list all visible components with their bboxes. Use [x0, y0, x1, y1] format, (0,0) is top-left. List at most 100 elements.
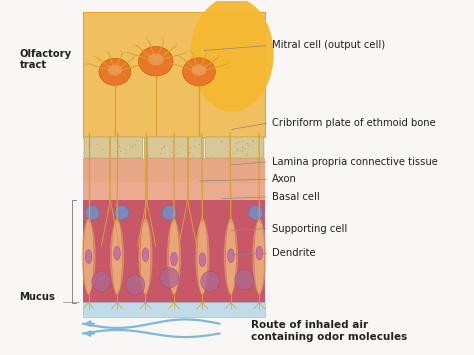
Ellipse shape: [162, 205, 177, 220]
Bar: [83, 200, 265, 302]
Point: [185, 149, 193, 155]
FancyBboxPatch shape: [205, 137, 264, 158]
Ellipse shape: [197, 218, 208, 295]
Point: [238, 147, 246, 153]
Ellipse shape: [143, 229, 148, 284]
Point: [235, 139, 242, 144]
Ellipse shape: [92, 271, 111, 291]
Point: [224, 148, 231, 154]
Point: [167, 149, 175, 154]
Point: [132, 137, 139, 143]
Ellipse shape: [228, 229, 233, 284]
Ellipse shape: [148, 54, 164, 66]
Point: [208, 152, 216, 158]
Ellipse shape: [255, 225, 264, 288]
Ellipse shape: [199, 253, 206, 267]
Ellipse shape: [201, 271, 220, 291]
Point: [231, 141, 239, 146]
Ellipse shape: [170, 225, 178, 288]
Point: [233, 146, 241, 152]
Point: [191, 137, 198, 142]
Point: [121, 151, 129, 156]
Point: [86, 152, 93, 158]
Ellipse shape: [140, 218, 151, 295]
Ellipse shape: [84, 225, 93, 288]
Text: Mitral cell (output cell): Mitral cell (output cell): [272, 40, 385, 50]
Bar: [83, 184, 265, 200]
Text: Route of inhaled air
containing odor molecules: Route of inhaled air containing odor mol…: [251, 320, 408, 342]
Ellipse shape: [225, 222, 237, 291]
Point: [112, 148, 119, 153]
Point: [115, 143, 123, 148]
Point: [84, 142, 91, 148]
Bar: [83, 12, 265, 137]
Text: Cribriform plate of ethmoid bone: Cribriform plate of ethmoid bone: [272, 118, 435, 128]
Ellipse shape: [191, 64, 206, 76]
Text: Lamina propria connective tissue: Lamina propria connective tissue: [272, 157, 438, 166]
Ellipse shape: [257, 229, 262, 284]
Ellipse shape: [191, 0, 273, 110]
Ellipse shape: [160, 268, 179, 288]
Ellipse shape: [126, 275, 145, 295]
Point: [169, 138, 176, 144]
Ellipse shape: [168, 222, 180, 291]
Point: [121, 147, 129, 152]
Point: [243, 150, 251, 156]
Point: [184, 149, 192, 155]
Ellipse shape: [196, 222, 209, 291]
Point: [112, 137, 119, 142]
Point: [131, 142, 138, 148]
Ellipse shape: [200, 229, 205, 284]
Point: [238, 144, 246, 149]
Ellipse shape: [112, 218, 122, 295]
Point: [187, 144, 194, 150]
Point: [98, 146, 105, 152]
Point: [241, 145, 249, 151]
Ellipse shape: [108, 65, 122, 76]
Point: [249, 138, 257, 144]
Ellipse shape: [256, 246, 263, 260]
Text: Dendrite: Dendrite: [272, 248, 315, 258]
Ellipse shape: [82, 222, 95, 291]
Ellipse shape: [169, 218, 179, 295]
Ellipse shape: [142, 248, 149, 262]
FancyBboxPatch shape: [84, 137, 143, 158]
Text: Supporting cell: Supporting cell: [272, 224, 347, 234]
Ellipse shape: [254, 218, 265, 295]
Point: [190, 152, 197, 158]
Point: [229, 150, 237, 156]
Point: [128, 142, 136, 147]
Point: [93, 141, 100, 147]
Ellipse shape: [83, 218, 94, 295]
Point: [85, 151, 92, 157]
Ellipse shape: [182, 58, 215, 86]
Text: Olfactory
tract: Olfactory tract: [19, 49, 72, 70]
Point: [86, 147, 93, 152]
Ellipse shape: [99, 58, 131, 86]
Point: [156, 150, 164, 156]
Ellipse shape: [139, 222, 152, 291]
Bar: [83, 302, 265, 317]
Point: [185, 145, 193, 151]
Point: [117, 148, 124, 154]
Point: [196, 142, 203, 147]
Point: [243, 141, 250, 146]
Ellipse shape: [115, 229, 119, 284]
Point: [126, 142, 134, 147]
Ellipse shape: [253, 222, 266, 291]
Ellipse shape: [111, 222, 123, 291]
Point: [159, 144, 166, 150]
Point: [248, 137, 255, 143]
Point: [226, 137, 233, 143]
Ellipse shape: [228, 249, 234, 263]
Point: [160, 143, 168, 148]
Point: [145, 152, 152, 158]
Ellipse shape: [114, 246, 120, 260]
Ellipse shape: [171, 252, 177, 266]
Point: [238, 138, 246, 143]
Ellipse shape: [172, 229, 176, 284]
Ellipse shape: [85, 205, 100, 220]
Ellipse shape: [235, 269, 254, 290]
Text: Mucus: Mucus: [19, 292, 55, 302]
Point: [157, 145, 165, 151]
